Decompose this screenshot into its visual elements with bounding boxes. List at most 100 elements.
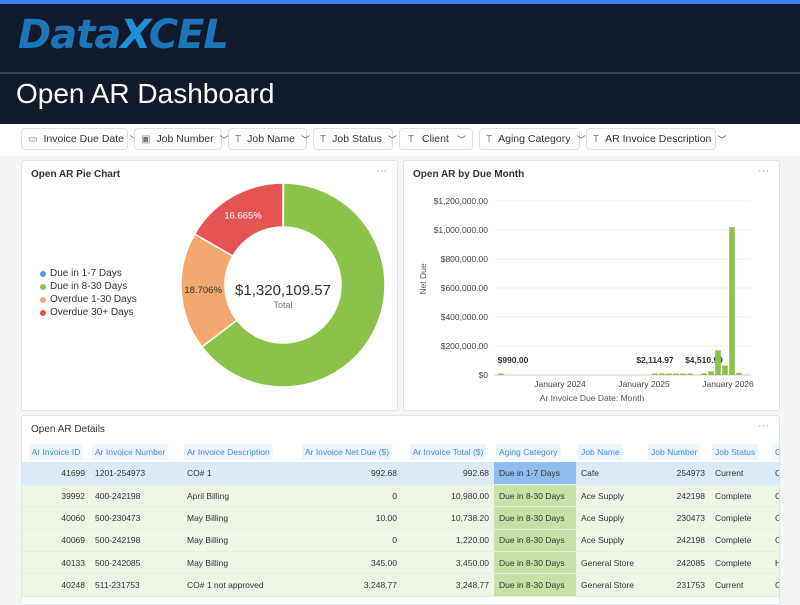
bar[interactable]: [687, 374, 693, 376]
column-header[interactable]: Ar Invoice ID: [22, 442, 90, 462]
bar[interactable]: [708, 371, 714, 375]
filter-invoice-due-date[interactable]: ▭Invoice Due Date﹀: [21, 128, 128, 150]
table-cell: Due in 8-30 Days: [494, 529, 576, 551]
filter-label: Aging Category: [498, 133, 570, 145]
bar[interactable]: [736, 373, 742, 375]
table-cell: 40133: [22, 552, 90, 574]
column-header-label: Ar Invoice Total ($): [410, 444, 487, 460]
table-cell: 500-242085: [90, 552, 182, 574]
chevron-down-icon: ﹀: [717, 133, 726, 146]
logo-text: Data: [18, 12, 120, 58]
column-header-label: Ar Invoice ID: [29, 444, 84, 460]
column-header[interactable]: Job Status: [710, 442, 770, 462]
table-cell: Complete: [710, 507, 770, 529]
table-cell: Cafe: [770, 462, 780, 484]
more-options-icon[interactable]: ···: [758, 420, 769, 432]
table-cell: Current: [710, 574, 770, 596]
column-header[interactable]: Job Name: [576, 442, 646, 462]
bar[interactable]: [666, 374, 672, 376]
table-cell: Gen: [770, 574, 780, 596]
table-cell: Due in 1-7 Days: [494, 462, 576, 484]
slice-label: 18.706%: [184, 285, 222, 296]
table-cell: Complete: [710, 484, 770, 506]
table-cell: Complete: [710, 529, 770, 551]
bar[interactable]: [701, 374, 707, 376]
bar[interactable]: [715, 350, 721, 375]
y-tick-label: $400,000.00: [441, 312, 489, 322]
column-header[interactable]: Cli: [770, 442, 780, 462]
y-tick-label: $800,000.00: [441, 254, 489, 264]
table-cell: 254973: [646, 462, 710, 484]
column-header[interactable]: Ar Invoice Number: [90, 442, 182, 462]
filter-label: Client: [422, 133, 449, 145]
column-header[interactable]: Ar Invoice Net Due ($): [292, 442, 402, 462]
table-cell: 242198: [646, 529, 710, 551]
table-cell: Due in 8-30 Days: [494, 484, 576, 506]
table-cell: 511-231753: [90, 574, 182, 596]
bar-data-label: $990.00: [498, 355, 529, 365]
table-cell: 992.68: [292, 462, 402, 484]
bar[interactable]: [659, 374, 665, 376]
x-axis-label: Ar Invoice Due Date: Month: [540, 393, 645, 403]
number-icon: ▣: [141, 134, 150, 145]
table-cell: April Billing: [182, 484, 292, 506]
table-cell: Ace Supply: [576, 529, 646, 551]
column-header[interactable]: Ar Invoice Description: [182, 442, 292, 462]
table-cell: Ace Supply: [576, 484, 646, 506]
table-cell: 41699: [22, 462, 90, 484]
y-tick-label: $1,000,000.00: [434, 225, 489, 235]
table-cell: 39992: [22, 484, 90, 506]
donut-total-label: Total: [273, 300, 292, 310]
filter-label: Job Name: [247, 133, 295, 145]
table-cell: Cafe: [770, 484, 780, 506]
x-tick-label: January 2026: [702, 379, 754, 389]
bar-data-label: $2,114.97: [636, 355, 674, 365]
table-cell: 400-242198: [90, 484, 182, 506]
table-cell: Current: [710, 462, 770, 484]
chevron-down-icon: ﹀: [457, 133, 466, 146]
column-header-label: Ar Invoice Net Due ($): [302, 444, 392, 460]
calendar-icon: ▭: [28, 134, 37, 145]
bar[interactable]: [498, 374, 504, 376]
table-cell: CO# 1 not approved: [182, 574, 292, 596]
bar[interactable]: [673, 374, 679, 376]
bar[interactable]: [722, 366, 728, 375]
bar[interactable]: [729, 227, 735, 375]
column-header[interactable]: Aging Category: [494, 442, 576, 462]
column-header[interactable]: Job Number: [646, 442, 710, 462]
bar[interactable]: [680, 374, 686, 376]
table-cell: Cafe: [770, 529, 780, 551]
table-cell: 10,738.20: [402, 507, 494, 529]
column-header[interactable]: Ar Invoice Total ($): [402, 442, 494, 462]
table-cell: May Billing: [182, 529, 292, 551]
table-cell: 40060: [22, 507, 90, 529]
table-cell: 1201-254973: [90, 462, 182, 484]
filter-job-number[interactable]: ▣Job Number﹀: [134, 128, 222, 150]
table-cell: 3,450.00: [402, 552, 494, 574]
header: DataXCEL Open AR Dashboard: [0, 4, 800, 124]
filter-label: Job Status: [332, 133, 382, 145]
y-tick-label: $0: [479, 370, 489, 380]
table-cell: 242198: [646, 484, 710, 506]
bar[interactable]: [652, 374, 658, 376]
table-cell: 345.00: [292, 552, 402, 574]
table-cell: General Store: [576, 552, 646, 574]
slice-label: 16.665%: [224, 211, 262, 222]
chevron-down-icon: ﹀: [388, 133, 397, 146]
y-tick-label: $600,000.00: [441, 283, 489, 293]
table-cell: Cafe: [576, 462, 646, 484]
bar-chart: Ar Invoice Due Date: Month Net Due $0$20…: [404, 161, 781, 412]
